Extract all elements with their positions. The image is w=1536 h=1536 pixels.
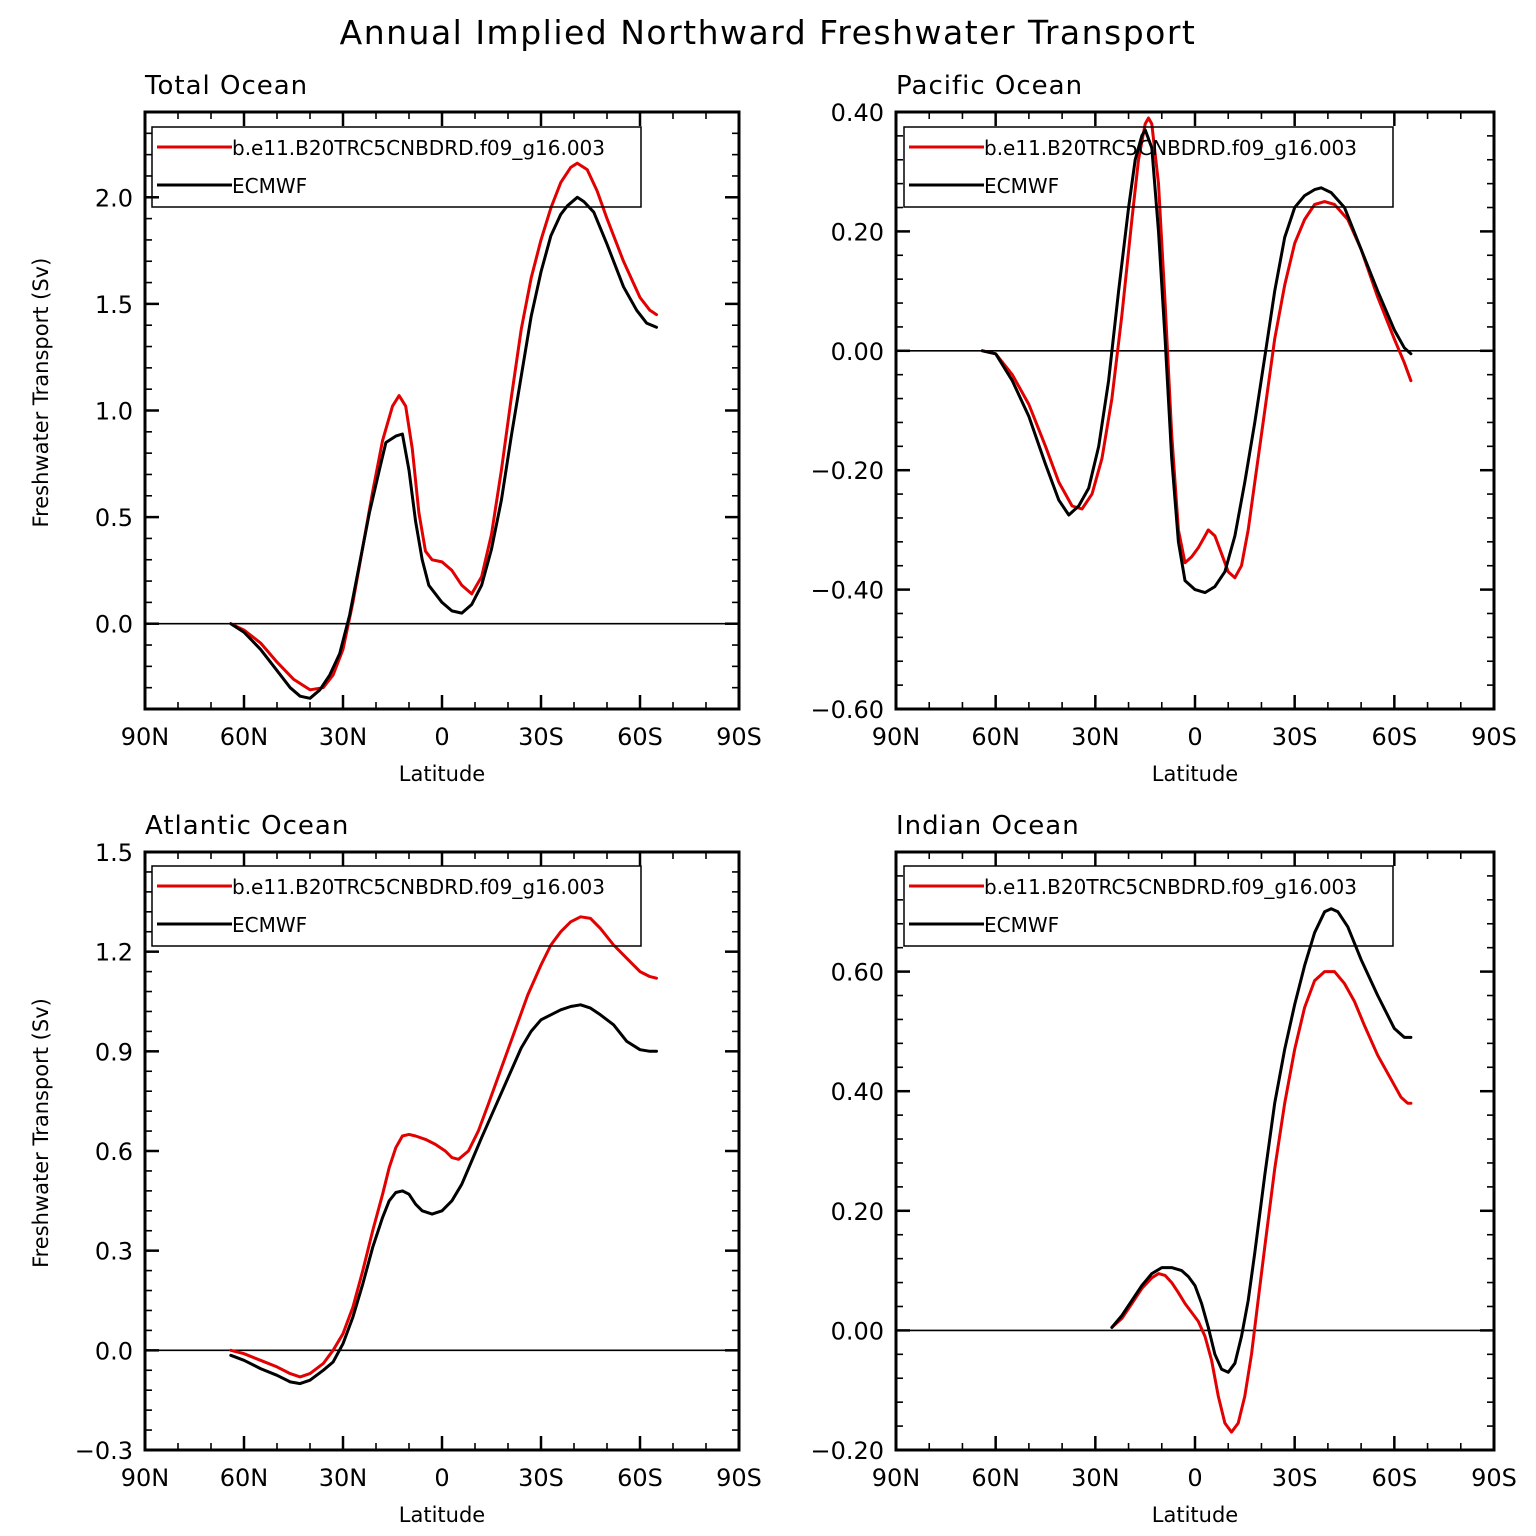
legend-label-ecmwf: ECMWF bbox=[232, 174, 307, 198]
x-tick-label: 90S bbox=[716, 1464, 762, 1492]
x-tick-label: 30S bbox=[1272, 723, 1318, 751]
chart-panels: 90N 60N 30N 0 30S 60S 90S 0.0 0.5 1.0 1.5 2.0 Total … bbox=[29, 71, 1517, 1527]
x-tick-label: 30S bbox=[518, 1464, 564, 1492]
legend-box bbox=[151, 865, 642, 947]
y-tick-label: −0.3 bbox=[75, 1437, 133, 1465]
x-tick-label: 60N bbox=[971, 723, 1020, 751]
y-tick-label: −0.60 bbox=[810, 696, 884, 724]
x-tick-label: 90N bbox=[121, 1464, 170, 1492]
x-tick-label: 90N bbox=[121, 723, 170, 751]
legend-box bbox=[903, 865, 1394, 947]
series-line-model bbox=[229, 915, 658, 1379]
x-axis-label: Latitude bbox=[1152, 762, 1238, 786]
series-line-ecmwf bbox=[229, 195, 658, 700]
x-tick-label: 60S bbox=[1371, 723, 1417, 751]
legend-label-model: b.e11.B20TRC5CNBDRD.f09_g16.003 bbox=[232, 136, 605, 160]
x-tick-label: 30N bbox=[319, 1464, 368, 1492]
y-tick-label: 0.20 bbox=[831, 218, 884, 246]
x-tick-label: 90S bbox=[1471, 1464, 1517, 1492]
y-tick-label: 0.5 bbox=[95, 504, 133, 532]
y-tick-label: 0.0 bbox=[95, 1337, 133, 1365]
legend-label-ecmwf: ECMWF bbox=[984, 174, 1059, 198]
panel-title: Total Ocean bbox=[144, 71, 308, 101]
x-tick-label: 90N bbox=[872, 1464, 921, 1492]
legend: b.e11.B20TRC5CNBDRD.f09_g16.003 ECMWF bbox=[903, 865, 1394, 947]
x-tick-label: 30S bbox=[518, 723, 564, 751]
x-axis-label: Latitude bbox=[1152, 1503, 1238, 1527]
x-tick-label: 90N bbox=[872, 723, 921, 751]
plot-frame bbox=[143, 850, 741, 1452]
y-tick-label: −0.20 bbox=[810, 1437, 884, 1465]
x-tick-label: 30N bbox=[1071, 723, 1120, 751]
legend: b.e11.B20TRC5CNBDRD.f09_g16.003 ECMWF bbox=[151, 865, 642, 947]
series-line-ecmwf bbox=[980, 128, 1413, 595]
y-tick-label: 1.5 bbox=[95, 291, 133, 319]
legend: b.e11.B20TRC5CNBDRD.f09_g16.003 ECMWF bbox=[903, 126, 1394, 208]
y-axis-label: Freshwater Transport (Sv) bbox=[29, 258, 53, 528]
legend-label-model: b.e11.B20TRC5CNBDRD.f09_g16.003 bbox=[984, 875, 1357, 899]
x-tick-label: 90S bbox=[1471, 723, 1517, 751]
series-line-ecmwf bbox=[229, 1003, 658, 1386]
legend-label-model: b.e11.B20TRC5CNBDRD.f09_g16.003 bbox=[232, 875, 605, 899]
legend-label-model: b.e11.B20TRC5CNBDRD.f09_g16.003 bbox=[984, 136, 1357, 160]
chart-pacific-ocean: 90N 60N 30N 0 30S 60S 90S −0.60 −0.40 −0.20 0.00 0.… bbox=[810, 71, 1516, 786]
plot-frame bbox=[143, 110, 741, 711]
y-tick-label: 2.0 bbox=[95, 184, 133, 212]
series-line-model bbox=[229, 161, 658, 692]
figure-title: Annual Implied Northward Freshwater Tran… bbox=[340, 13, 1197, 52]
x-tick-label: 60S bbox=[617, 1464, 663, 1492]
plot-frame bbox=[894, 110, 1496, 711]
y-tick-label: 0.6 bbox=[95, 1138, 133, 1166]
y-axis-label: Freshwater Transport (Sv) bbox=[29, 998, 53, 1268]
legend-box bbox=[151, 126, 642, 208]
y-tick-label: 0.40 bbox=[831, 1078, 884, 1106]
legend: b.e11.B20TRC5CNBDRD.f09_g16.003 ECMWF bbox=[151, 126, 642, 208]
x-tick-label: 60N bbox=[971, 1464, 1020, 1492]
chart-indian-ocean: 90N 60N 30N 0 30S 60S 90S −0.20 0.00 0.20 0.40 0.60… bbox=[810, 811, 1516, 1527]
series-line-ecmwf bbox=[1110, 907, 1413, 1374]
x-tick-label: 60S bbox=[1371, 1464, 1417, 1492]
y-tick-label: 0.9 bbox=[95, 1038, 133, 1066]
x-tick-label: 0 bbox=[434, 723, 449, 751]
x-tick-label: 30N bbox=[319, 723, 368, 751]
x-tick-label: 0 bbox=[434, 1464, 449, 1492]
x-tick-label: 60N bbox=[220, 723, 269, 751]
y-tick-label: 0.00 bbox=[831, 1317, 884, 1345]
x-tick-label: 30S bbox=[1272, 1464, 1318, 1492]
x-tick-label: 0 bbox=[1187, 1464, 1202, 1492]
x-axis-label: Latitude bbox=[399, 762, 485, 786]
panel-title: Atlantic Ocean bbox=[145, 811, 349, 841]
x-tick-label: 60N bbox=[220, 1464, 269, 1492]
chart-total-ocean: 90N 60N 30N 0 30S 60S 90S 0.0 0.5 1.0 1.5 2.0 Total … bbox=[29, 71, 762, 786]
y-tick-label: 0.0 bbox=[95, 611, 133, 639]
x-tick-label: 60S bbox=[617, 723, 663, 751]
y-tick-label: 0.40 bbox=[831, 99, 884, 127]
x-tick-label: 90S bbox=[716, 723, 762, 751]
legend-label-ecmwf: ECMWF bbox=[984, 913, 1059, 937]
x-tick-label: 30N bbox=[1071, 1464, 1120, 1492]
x-axis-label: Latitude bbox=[399, 1503, 485, 1527]
panel-title: Indian Ocean bbox=[896, 811, 1080, 841]
y-tick-label: 0.00 bbox=[831, 338, 884, 366]
y-tick-label: 1.2 bbox=[95, 939, 133, 967]
y-tick-label: 0.60 bbox=[831, 959, 884, 987]
y-tick-label: 1.5 bbox=[95, 839, 133, 867]
y-tick-label: 0.20 bbox=[831, 1198, 884, 1226]
x-tick-label: 0 bbox=[1187, 723, 1202, 751]
plot-frame bbox=[894, 850, 1496, 1452]
series-line-model bbox=[1110, 970, 1413, 1434]
legend-label-ecmwf: ECMWF bbox=[232, 913, 307, 937]
y-tick-label: 0.3 bbox=[95, 1238, 133, 1266]
panel-title: Pacific Ocean bbox=[896, 71, 1083, 101]
y-tick-label: −0.40 bbox=[810, 577, 884, 605]
y-tick-label: −0.20 bbox=[810, 457, 884, 485]
legend-box bbox=[903, 126, 1394, 208]
y-tick-label: 1.0 bbox=[95, 398, 133, 426]
series-line-model bbox=[980, 116, 1413, 580]
chart-atlantic-ocean: 90N 60N 30N 0 30S 60S 90S −0.3 0.0 0.3 0.6 0.9 1.2 1.… bbox=[29, 811, 762, 1527]
